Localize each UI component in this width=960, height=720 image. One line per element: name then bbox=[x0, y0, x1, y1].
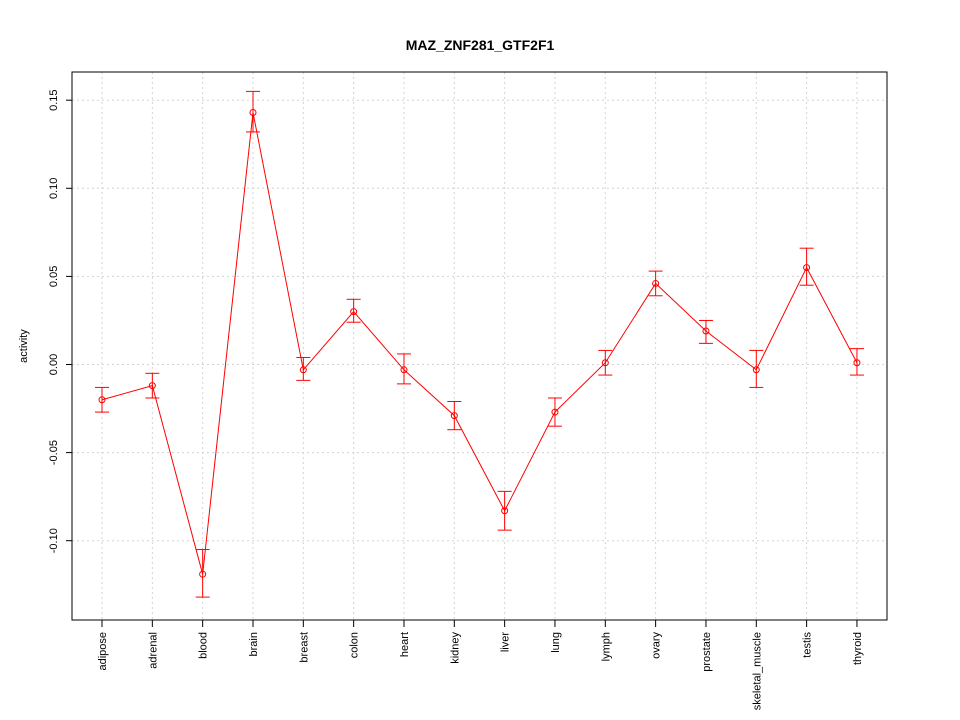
series-line bbox=[101, 112, 858, 575]
x-tick-label: lymph bbox=[600, 632, 612, 661]
y-axis: -0.10 -0.05 0.00 0.05 0.10 0.15 bbox=[48, 89, 72, 553]
data-point bbox=[702, 327, 710, 335]
x-tick-label: colon bbox=[349, 632, 361, 658]
x-tick-label: blood bbox=[198, 632, 210, 659]
data-point bbox=[299, 366, 307, 374]
x-tick-label: testis bbox=[802, 632, 814, 658]
data-point bbox=[148, 382, 156, 390]
data-point bbox=[400, 366, 408, 374]
data-point bbox=[652, 279, 660, 287]
data-point bbox=[350, 308, 358, 316]
x-tick-label: kidney bbox=[449, 632, 461, 664]
data-point bbox=[551, 408, 559, 416]
data-point bbox=[98, 396, 106, 404]
x-tick-label: prostate bbox=[701, 632, 713, 672]
series bbox=[95, 90, 864, 598]
data-point bbox=[601, 359, 609, 367]
x-tick-label: breast bbox=[298, 632, 310, 663]
x-tick-label: adrenal bbox=[147, 632, 159, 669]
chart-title: MAZ_ZNF281_GTF2F1 bbox=[406, 37, 555, 53]
x-tick-label: brain bbox=[248, 632, 260, 656]
y-tick-label: -0.10 bbox=[48, 528, 60, 553]
x-tick-label: ovary bbox=[651, 632, 663, 659]
x-tick-label: thyroid bbox=[852, 632, 864, 665]
x-tick-label: heart bbox=[399, 632, 411, 657]
x-tick-label: adipose bbox=[97, 632, 109, 671]
y-tick-label: 0.10 bbox=[48, 178, 60, 199]
grid bbox=[72, 72, 887, 620]
data-point bbox=[199, 570, 207, 578]
y-tick-label: 0.05 bbox=[48, 266, 60, 287]
data-point bbox=[853, 359, 861, 367]
x-tick-label: skeletal_muscle bbox=[751, 632, 763, 710]
y-tick-label: 0.15 bbox=[48, 89, 60, 110]
data-point bbox=[450, 412, 458, 420]
y-axis-label: activity bbox=[18, 329, 30, 363]
y-tick-label: -0.05 bbox=[48, 440, 60, 465]
x-tick-label: liver bbox=[500, 632, 512, 653]
plot-frame bbox=[71, 71, 888, 621]
data-point bbox=[249, 109, 257, 117]
data-point bbox=[752, 366, 760, 374]
x-tick-label: lung bbox=[550, 632, 562, 653]
data-point bbox=[803, 264, 811, 272]
x-axis: adipose adrenal blood brain breast colon heart… bbox=[97, 619, 864, 710]
data-point bbox=[501, 507, 509, 515]
y-tick-label: 0.00 bbox=[48, 354, 60, 375]
